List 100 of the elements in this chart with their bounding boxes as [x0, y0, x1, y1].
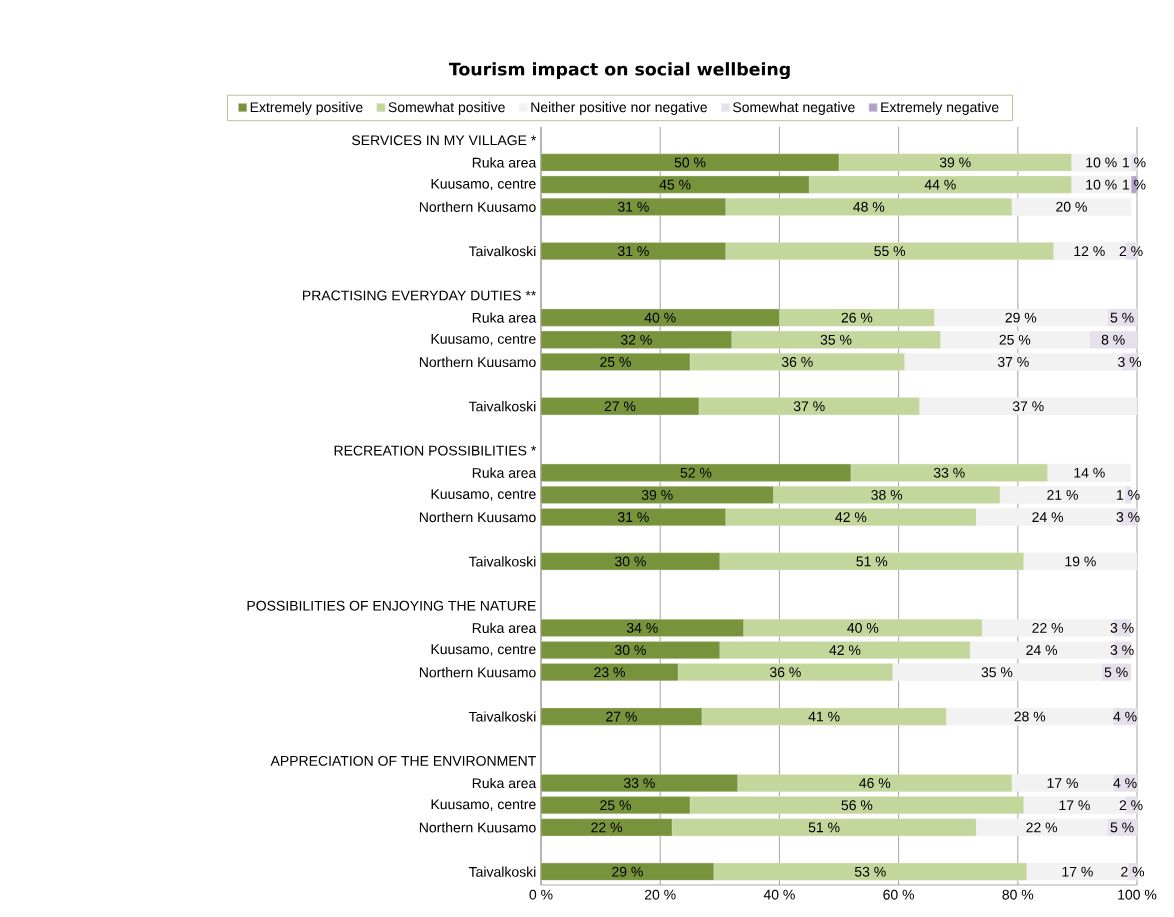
data-label: 22 %	[591, 822, 622, 833]
y-tick-label: RECREATION POSSIBILITIES *	[334, 445, 537, 456]
y-tick-label: Ruka area	[472, 467, 537, 478]
bar	[541, 818, 673, 837]
data-label: 29 %	[612, 866, 643, 877]
data-label: 5 %	[1110, 822, 1134, 833]
y-tick-label: Taivalkoski	[468, 866, 536, 877]
data-label: 12 %	[1074, 246, 1105, 257]
data-label: 55 %	[874, 246, 906, 257]
data-label: 4 %	[1113, 711, 1137, 722]
bar	[541, 175, 810, 194]
legend-label: Extremely positive	[250, 101, 363, 115]
y-tick-label: Ruka area	[472, 157, 537, 168]
data-label: 27 %	[606, 711, 637, 722]
data-label: 36 %	[781, 356, 813, 367]
bar	[541, 463, 852, 482]
data-label: 39 %	[939, 157, 971, 168]
data-label: 17 %	[1047, 778, 1078, 788]
y-tick-label: Taivalkoski	[468, 245, 536, 257]
data-label: 2 %	[1119, 246, 1143, 257]
bar	[541, 397, 700, 416]
y-tick-label: Northern Kuusamo	[419, 511, 536, 523]
bar	[677, 663, 893, 682]
data-label: 40 %	[847, 622, 879, 633]
data-label: 19 %	[1065, 556, 1096, 567]
legend-label: Extremely negative	[881, 101, 999, 115]
y-tick-label: SERVICES IN MY VILLAGE *	[352, 135, 537, 146]
legend-label: Neither positive nor negative	[531, 101, 707, 115]
bar	[1023, 552, 1137, 571]
data-label: 5 %	[1110, 312, 1134, 323]
y-tick-label: Northern Kuusamo	[419, 201, 536, 212]
bar	[541, 663, 679, 682]
data-label: 17 %	[1062, 866, 1093, 877]
x-tick-label: 40 %	[763, 889, 795, 900]
data-label: 26 %	[841, 312, 873, 323]
y-tick-label: Northern Kuusamo	[419, 822, 536, 833]
bar	[1011, 197, 1132, 216]
legend-label: Somewhat negative	[733, 101, 855, 115]
data-label: 17 %	[1059, 800, 1090, 811]
y-tick-label: Ruka area	[472, 312, 537, 323]
data-label: 37 %	[997, 356, 1029, 367]
data-label: 34 %	[626, 622, 658, 633]
data-label: 42 %	[835, 512, 867, 522]
data-label: 50 %	[674, 157, 706, 168]
bar	[779, 308, 935, 327]
bar	[541, 862, 715, 881]
data-label: 10 %	[1086, 179, 1117, 190]
bar	[850, 463, 1048, 482]
bar	[541, 330, 732, 349]
bar	[541, 796, 691, 815]
data-label: 31 %	[617, 512, 649, 523]
data-label: 1 %	[1117, 490, 1140, 500]
data-label: 32 %	[620, 334, 652, 345]
data-label: 8 %	[1101, 334, 1125, 345]
data-label: 14 %	[1074, 467, 1105, 478]
data-label: 33 %	[623, 778, 655, 788]
bar	[713, 862, 1027, 881]
bar	[743, 619, 983, 637]
data-label: 2 %	[1121, 866, 1145, 877]
y-tick-label: Taivalkoski	[468, 401, 536, 412]
bar	[541, 308, 780, 327]
data-label: 29 %	[1005, 312, 1037, 323]
data-label: 25 %	[600, 356, 631, 367]
data-label: 45 %	[659, 179, 691, 190]
bar	[541, 552, 720, 571]
data-label: 41 %	[808, 711, 840, 722]
data-label: 10 %	[1086, 157, 1117, 168]
data-label: 30 %	[614, 645, 646, 656]
data-label: 40 %	[644, 312, 676, 323]
bar	[1071, 175, 1132, 194]
data-label: 20 %	[1056, 201, 1087, 212]
y-tick-label: POSSIBILITIES OF ENJOYING THE NATURE	[247, 600, 536, 611]
bar	[1071, 153, 1132, 172]
bar	[719, 641, 971, 659]
data-label: 37 %	[793, 401, 825, 412]
data-label: 21 %	[1047, 489, 1078, 500]
y-tick-label: Ruka area	[472, 622, 537, 634]
data-label: 33 %	[933, 467, 965, 478]
bar	[541, 197, 726, 216]
bar	[541, 508, 726, 526]
bar	[731, 330, 941, 349]
bar	[541, 353, 691, 371]
bar	[541, 242, 726, 260]
legend-label: Somewhat positive	[388, 101, 505, 115]
data-label: 31 %	[617, 246, 649, 257]
x-tick-label: 60 %	[883, 889, 915, 900]
y-tick-label: Kuusamo, centre	[431, 489, 536, 501]
data-label: 39 %	[641, 489, 673, 500]
bar	[698, 397, 920, 416]
data-label: 36 %	[769, 667, 801, 678]
bar	[737, 774, 1013, 792]
data-label: 35 %	[981, 667, 1013, 678]
data-label: 31 %	[617, 201, 649, 212]
data-label: 42 %	[829, 645, 861, 655]
bar	[725, 508, 977, 526]
data-label: 44 %	[924, 179, 956, 190]
data-label: 30 %	[614, 556, 646, 567]
data-label: 25 %	[999, 334, 1031, 345]
y-tick-label: Taivalkoski	[468, 711, 536, 722]
y-tick-label: PRACTISING EVERYDAY DUTIES **	[303, 290, 537, 301]
